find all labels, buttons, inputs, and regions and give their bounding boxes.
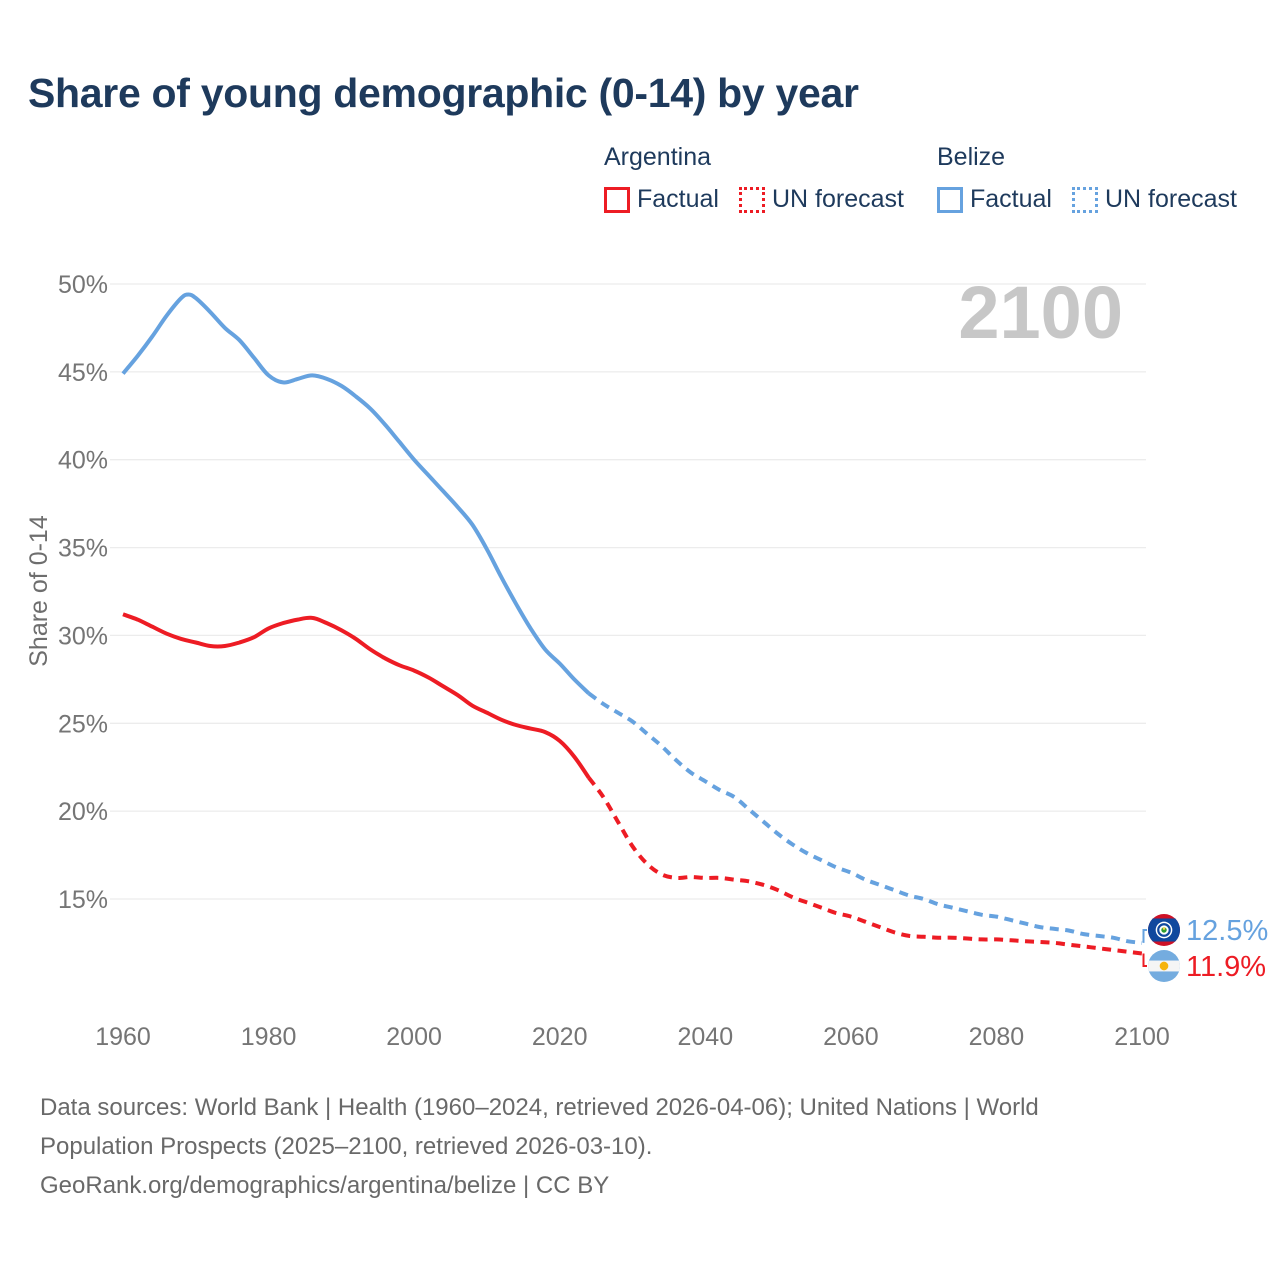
legend-group-argentina: Argentina Factual UN forecast xyxy=(604,143,904,214)
series-belize-forecast xyxy=(587,691,1143,945)
y-tick-label-30: 30% xyxy=(58,622,108,650)
x-tick-labels: 1960 1980 2000 2020 2040 2060 2080 2100 xyxy=(95,1023,1170,1051)
x-tick-label-2040: 2040 xyxy=(677,1023,733,1051)
y-tick-label-35: 35% xyxy=(58,535,108,563)
legend-group-name: Belize xyxy=(937,143,1006,171)
series-argentina-forecast xyxy=(587,776,1143,956)
footer-line: Population Prospects (2025–2100, retriev… xyxy=(40,1133,653,1160)
legend-item-argentina-forecast: UN forecast xyxy=(738,185,904,214)
footer-line: Data sources: World Bank | Health (1960–… xyxy=(40,1094,1039,1121)
y-tick-label-45: 45% xyxy=(58,359,108,387)
argentina-flag-icon xyxy=(1148,950,1180,982)
legend-group-belize: Belize Factual UN forecast xyxy=(937,143,1237,214)
legend-item-label: UN forecast xyxy=(1104,185,1237,213)
series-belize-factual xyxy=(121,292,591,695)
x-tick-label-2100: 2100 xyxy=(1114,1023,1170,1051)
legend-swatch-dotted-icon xyxy=(1071,186,1098,213)
end-label-argentina: 11.9% xyxy=(1186,951,1266,983)
legend-swatch-dotted-icon xyxy=(738,186,765,213)
legend-group-name: Argentina xyxy=(604,143,712,171)
leader-line-argentina xyxy=(1142,953,1147,967)
y-tick-label-50: 50% xyxy=(58,271,108,299)
legend-item-belize-forecast: UN forecast xyxy=(1071,185,1237,214)
x-tick-label-1980: 1980 xyxy=(241,1023,297,1051)
y-tick-label-40: 40% xyxy=(58,447,108,475)
x-tick-label-2000: 2000 xyxy=(386,1023,442,1051)
legend-item-argentina-factual: Factual xyxy=(604,185,719,214)
legend-item-label: Factual xyxy=(637,185,719,213)
y-tick-labels: 50% 45% 40% 35% 30% 25% 20% 15% xyxy=(58,271,108,914)
end-label-belize: 12.5% xyxy=(1186,915,1268,947)
y-tick-label-20: 20% xyxy=(58,798,108,826)
annotation-layer: 12.5% 11.9% xyxy=(1142,914,1268,983)
grid-layer xyxy=(110,283,1146,900)
page-title: Share of young demographic (0-14) by yea… xyxy=(28,70,859,116)
legend-row: Factual UN forecast xyxy=(604,185,904,214)
watermark-year: 2100 xyxy=(958,271,1123,354)
belize-flag-icon xyxy=(1148,914,1180,946)
y-tick-label-15: 15% xyxy=(58,886,108,914)
x-tick-label-1960: 1960 xyxy=(95,1023,151,1051)
legend-item-belize-factual: Factual xyxy=(937,185,1052,214)
x-tick-label-2060: 2060 xyxy=(823,1023,879,1051)
legend-item-label: Factual xyxy=(970,185,1052,213)
legend-swatch-solid-icon xyxy=(937,186,963,213)
y-axis-title-group: Share of 0-14 xyxy=(25,515,53,667)
leader-line-belize xyxy=(1142,929,1147,943)
footer-attribution: Data sources: World Bank | Health (1960–… xyxy=(40,1088,1039,1205)
legend-swatch-solid-icon xyxy=(604,186,630,213)
y-axis-title: Share of 0-14 xyxy=(25,515,53,667)
legend-item-label: UN forecast xyxy=(771,185,904,213)
footer-line: GeoRank.org/demographics/argentina/beliz… xyxy=(40,1172,610,1199)
y-tick-label-25: 25% xyxy=(58,710,108,738)
legend-row: Factual UN forecast xyxy=(937,185,1237,214)
x-tick-label-2020: 2020 xyxy=(532,1023,588,1051)
x-tick-label-2080: 2080 xyxy=(969,1023,1025,1051)
series-argentina-factual xyxy=(122,612,591,779)
series-layer xyxy=(121,292,1143,956)
